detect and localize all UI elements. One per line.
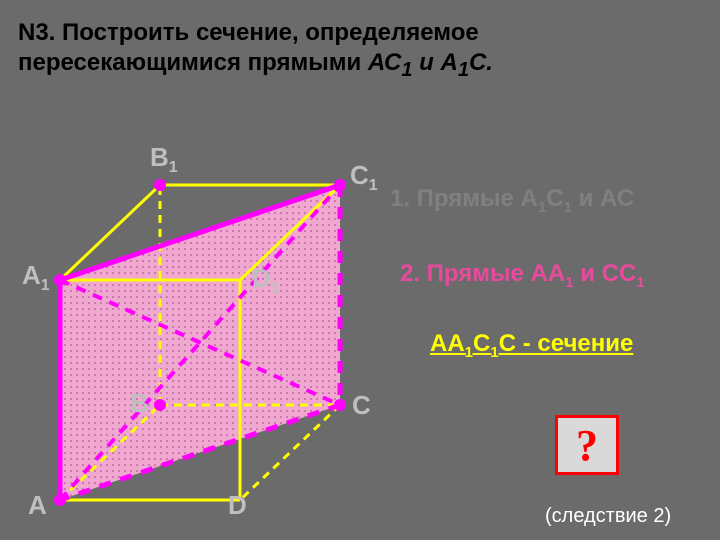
label-C: С [352, 390, 371, 421]
label-B: В [130, 388, 149, 419]
title-line2a: пересекающимися прямыми [18, 49, 368, 76]
cube-diagram [20, 150, 380, 530]
question-mark: ? [576, 420, 598, 471]
label-D1: D1 [252, 263, 280, 298]
label-D: D [228, 490, 247, 521]
label-C1: С1 [350, 160, 378, 195]
problem-title: N3. Построить сечение, определяемое пере… [18, 18, 702, 83]
label-A1: А1 [22, 260, 50, 295]
question-mark-box: ? [555, 415, 619, 475]
step-1: 1. Прямые A1C1 и АС [390, 185, 634, 216]
label-B1: В1 [150, 142, 178, 177]
title-line1: N3. Построить сечение, определяемое [18, 19, 479, 46]
step-2: 2. Прямые АА1 и СС1 [400, 260, 645, 291]
conclusion: АА1С1С - сечение [430, 330, 633, 361]
footer-note: (следствие 2) [545, 505, 671, 528]
label-A: А [28, 490, 47, 521]
